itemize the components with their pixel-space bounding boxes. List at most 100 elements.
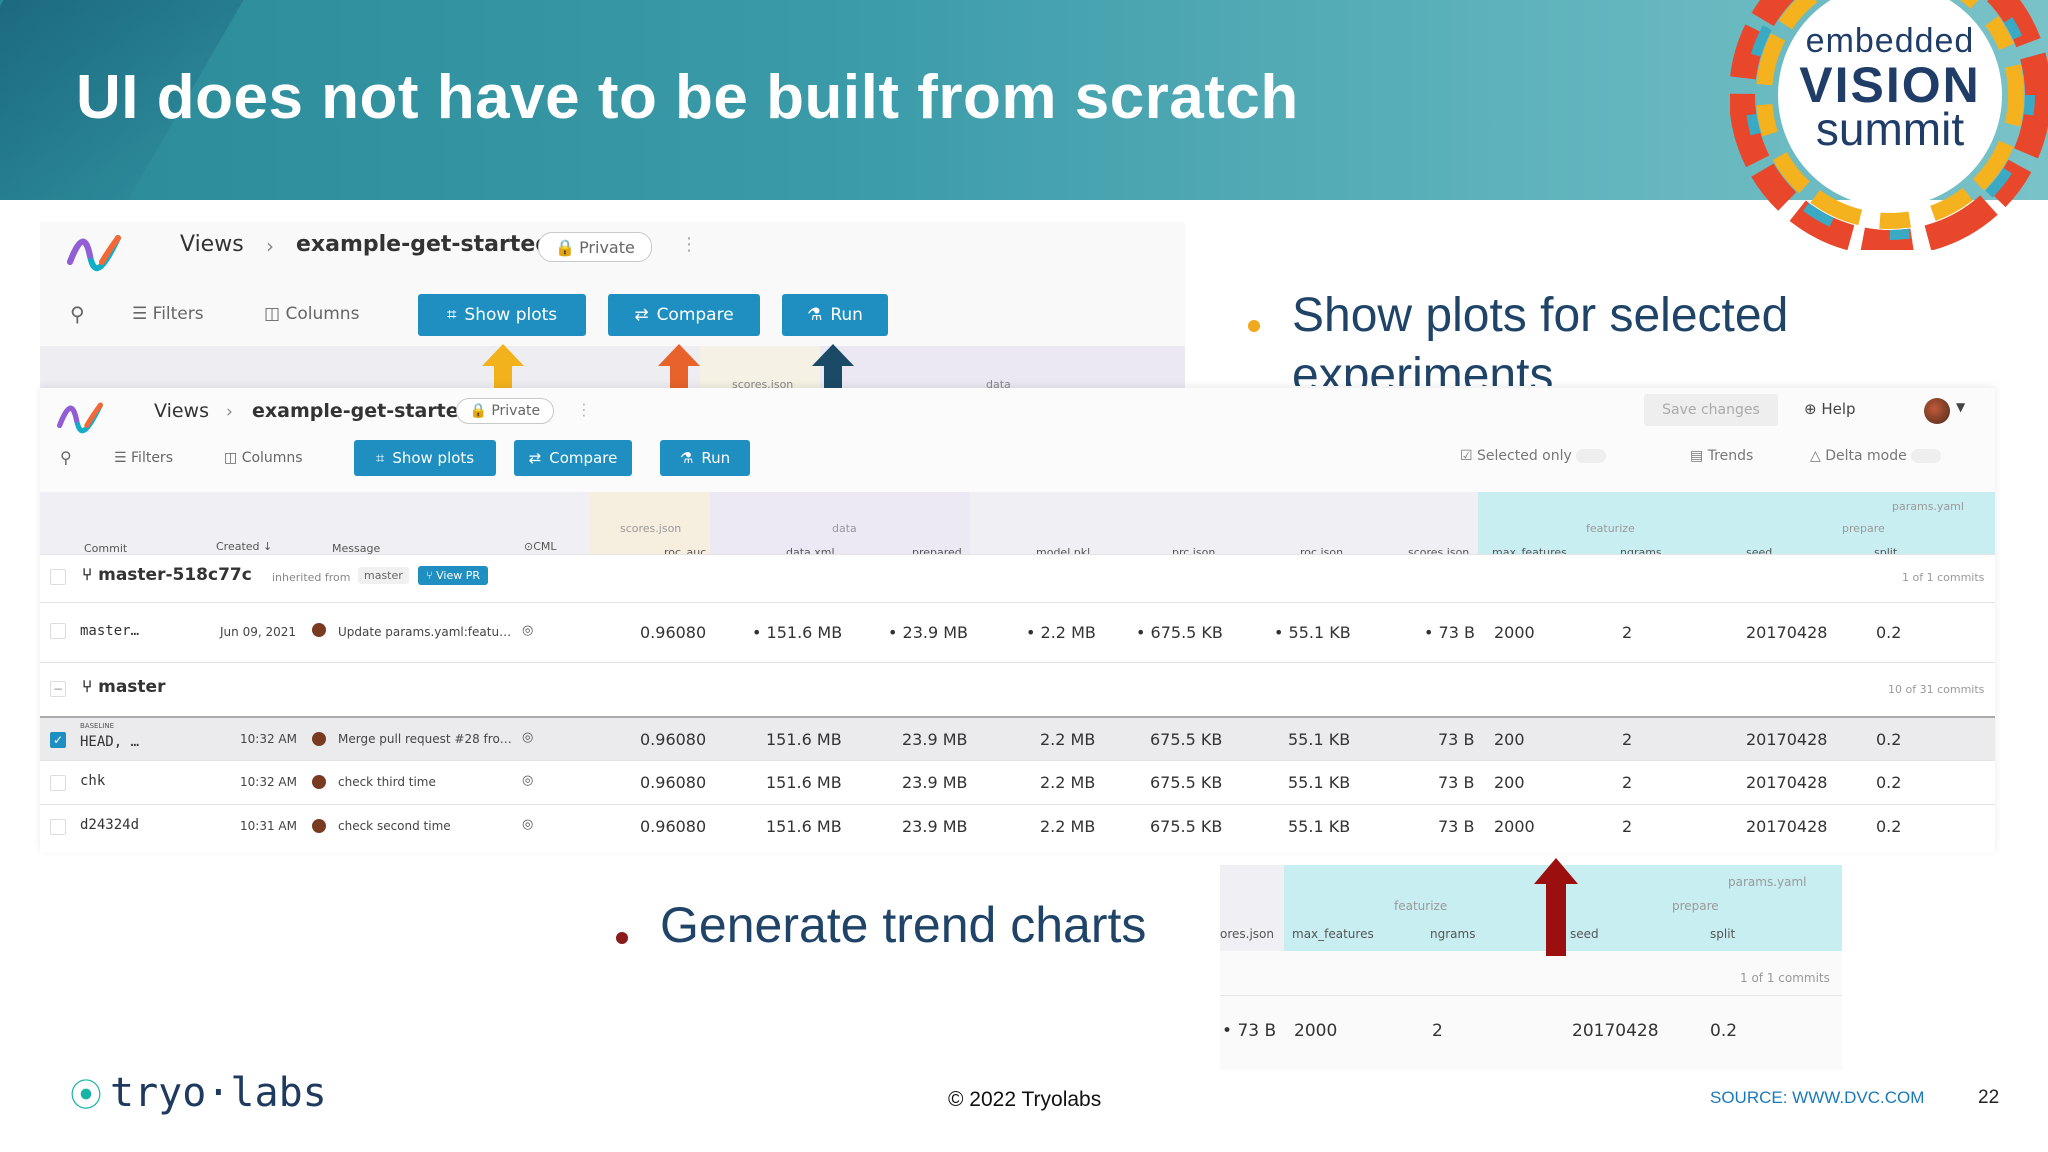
checkbox[interactable] <box>50 569 66 585</box>
col-cml[interactable]: ⊙CML <box>524 540 557 553</box>
col-commit[interactable]: Commit <box>84 542 128 555</box>
commit-cell[interactable]: master… <box>80 623 140 639</box>
value-prc-json: 675.5 KB <box>1150 730 1223 749</box>
value-prc-json: 675.5 KB <box>1150 773 1223 792</box>
value-data-xml: 151.6 MB <box>766 773 842 792</box>
more-icon[interactable]: ⋮ <box>680 234 698 255</box>
privacy-badge[interactable]: 🔒 Private <box>456 398 554 424</box>
checkbox[interactable] <box>50 623 66 639</box>
value-ngrams: 2 <box>1622 623 1633 642</box>
table-row[interactable]: ✓ BASELINE HEAD, … 10:32 AM Merge pull r… <box>40 716 1995 760</box>
value-model-pkl: 2.2 MB <box>1040 730 1096 749</box>
project-name[interactable]: example-get-started <box>252 400 473 422</box>
search-icon[interactable]: ⚲ <box>70 302 85 326</box>
col-created-label: Created <box>216 540 260 553</box>
table-row[interactable]: chk 10:32 AM check third time ◎ 0.96080 … <box>40 760 1995 804</box>
zoom-col-scores[interactable]: ores.json <box>1220 927 1274 941</box>
columns-label: Columns <box>285 304 360 324</box>
col-cml-label: CML <box>533 540 557 553</box>
branch-name: ⑂ master-518c77c <box>82 565 252 585</box>
view-pr-button[interactable]: ⑂ View PR <box>418 566 488 585</box>
checkbox[interactable]: − <box>50 681 66 697</box>
chevron-down-icon[interactable]: ▼ <box>1956 400 1966 414</box>
filters-button[interactable]: ☰ Filters <box>132 304 204 324</box>
selected-only-toggle[interactable]: ☑ Selected only <box>1460 448 1607 464</box>
compare-icon: ⇄ <box>528 449 542 467</box>
delta-mode-toggle[interactable]: △ Delta mode <box>1810 448 1942 464</box>
help-button[interactable]: ⊕ Help <box>1804 400 1856 418</box>
privacy-badge[interactable]: 🔒 Private <box>538 232 652 262</box>
run-label: Run <box>701 449 731 467</box>
col-created[interactable]: Created ↓ <box>216 540 272 553</box>
zoom-divider <box>1220 995 1842 996</box>
value-split: 0.2 <box>1876 773 1902 792</box>
show-plots-button[interactable]: ⌗ Show plots <box>354 440 496 476</box>
columns-button[interactable]: ◫ Columns <box>224 450 303 466</box>
run-button[interactable]: ⚗ Run <box>782 294 888 336</box>
zoom-params-yaml: params.yaml <box>1728 875 1807 889</box>
inherited-label: inherited from <box>272 571 351 584</box>
compare-button[interactable]: ⇄ Compare <box>514 440 632 476</box>
table-row[interactable]: master… Jun 09, 2021 Update params.yaml:… <box>40 602 1995 662</box>
save-changes-button[interactable]: Save changes <box>1644 394 1778 426</box>
branch-row[interactable]: − ⑂ master 10 of 31 commits <box>40 662 1995 716</box>
trends-button[interactable]: ▤ Trends <box>1690 448 1754 464</box>
chart-icon: ⌗ <box>446 305 457 325</box>
evs-logo-ring <box>1730 0 2048 250</box>
flask-icon: ⚗ <box>807 305 823 325</box>
zoom-commit-count: 1 of 1 commits <box>1740 971 1830 985</box>
github-icon[interactable]: ◎ <box>522 773 534 788</box>
run-button[interactable]: ⚗ Run <box>660 440 750 476</box>
run-label: Run <box>830 305 863 325</box>
value-roc-json: 55.1 KB <box>1288 817 1351 836</box>
value-prepared-text: 23.9 MB <box>902 623 969 642</box>
value-scores-json: 73 B <box>1438 730 1475 749</box>
scores-column-peek <box>700 346 820 390</box>
show-plots-button[interactable]: ⌗ Show plots <box>418 294 586 336</box>
message-cell: Update params.yaml:featu… <box>338 625 512 639</box>
more-icon[interactable]: ⋮ <box>576 400 592 419</box>
table-row[interactable]: d24324d 10:31 AM check second time ◎ 0.9… <box>40 804 1995 853</box>
avatar[interactable] <box>1924 398 1950 424</box>
zoom-col-split[interactable]: split <box>1710 927 1736 941</box>
zoom-col-seed[interactable]: seed <box>1570 927 1599 941</box>
checkbox[interactable] <box>50 819 66 835</box>
breadcrumb-separator: › <box>266 234 274 258</box>
zoom-value-scores: • 73 B <box>1222 1021 1277 1041</box>
group-params-yaml: params.yaml <box>1892 500 1964 513</box>
breadcrumb-root[interactable]: Views <box>154 400 209 422</box>
filters-button[interactable]: ☰ Filters <box>114 450 173 466</box>
branch-row[interactable]: ⑂ master-518c77c inherited from master ⑂… <box>40 554 1995 602</box>
compare-arrow <box>658 344 700 388</box>
created-cell: 10:32 AM <box>240 732 297 746</box>
col-message[interactable]: Message <box>332 542 381 555</box>
project-name[interactable]: example-get-started <box>296 232 552 257</box>
value-data-xml: • 151.6 MB <box>752 623 843 642</box>
avatar <box>312 623 326 637</box>
group-featurize: featurize <box>1586 522 1635 535</box>
commit-cell[interactable]: HEAD, … <box>80 734 140 750</box>
base-branch-badge[interactable]: master <box>358 567 409 584</box>
value-scores-json: 73 B <box>1438 773 1475 792</box>
compare-button[interactable]: ⇄ Compare <box>608 294 760 336</box>
commit-cell[interactable]: d24324d <box>80 817 140 833</box>
search-icon[interactable]: ⚲ <box>60 448 72 467</box>
checkbox[interactable] <box>50 775 66 791</box>
zoom-value-seed: 20170428 <box>1572 1021 1659 1041</box>
avatar <box>312 819 326 833</box>
github-icon[interactable]: ◎ <box>522 730 534 745</box>
zoom-col-ngrams[interactable]: ngrams <box>1430 927 1476 941</box>
privacy-label: Private <box>579 237 635 257</box>
slide-title: UI does not have to be built from scratc… <box>76 63 1299 132</box>
zoom-col-max-features[interactable]: max_features <box>1292 927 1374 941</box>
show-plots-label: Show plots <box>464 305 558 325</box>
github-icon[interactable]: ◎ <box>522 623 534 638</box>
columns-button[interactable]: ◫ Columns <box>264 304 360 324</box>
github-icon[interactable]: ◎ <box>522 817 534 832</box>
peek-header-scores: scores.json <box>732 378 794 390</box>
commit-cell[interactable]: chk <box>80 773 106 789</box>
checkbox-checked[interactable]: ✓ <box>50 732 66 748</box>
breadcrumb-root[interactable]: Views <box>180 232 244 257</box>
help-label: Help <box>1821 400 1856 418</box>
trends-arrow <box>1534 858 1578 956</box>
